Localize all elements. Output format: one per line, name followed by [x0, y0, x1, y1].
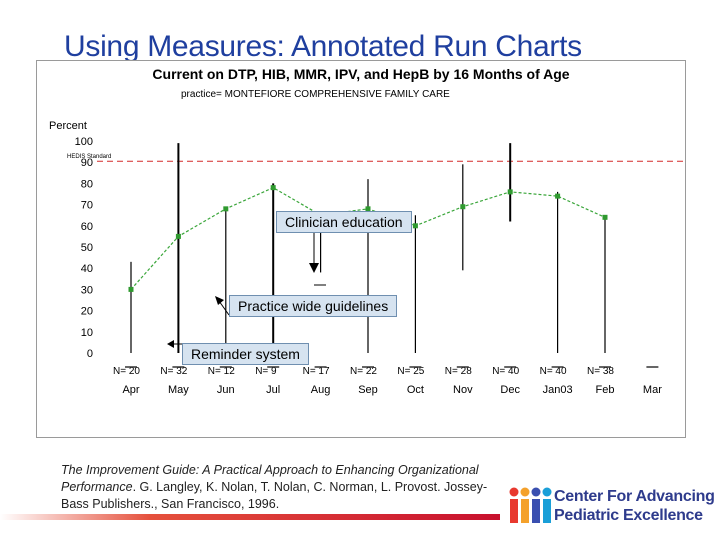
n-label: N= 25: [397, 366, 424, 377]
citation-authors: . G. Langley, K. Nolan, T. Nolan, C. Nor…: [61, 480, 488, 511]
logo-line-1: Center For Advancing: [554, 488, 715, 505]
x-tick-label: Apr: [122, 384, 139, 396]
chart-title: Current on DTP, HIB, MMR, IPV, and HepB …: [152, 66, 569, 82]
n-label: N= 22: [350, 366, 377, 377]
n-label: N= 28: [445, 366, 472, 377]
logo-bar-3: [532, 499, 540, 523]
logo-text: Center For Advancing Pediatric Excellenc…: [554, 487, 715, 525]
data-point: [270, 185, 276, 191]
annotation-practice-guidelines: Practice wide guidelines: [229, 295, 398, 317]
people-icon: [509, 487, 552, 523]
footer-accent-bar: [0, 514, 500, 520]
y-tick-label: 0: [87, 348, 93, 360]
logo-bar-4: [543, 499, 551, 523]
y-tick-label: 60: [81, 221, 93, 233]
reference-line-label: HEDIS Standard: [67, 154, 111, 160]
x-tick-label: Feb: [596, 384, 615, 396]
x-tick-label: Sep: [358, 384, 378, 396]
x-tick-label: Jun: [217, 384, 235, 396]
arrow-clinician-head: [309, 263, 319, 273]
x-tick-label: Nov: [453, 384, 473, 396]
data-point: [602, 214, 608, 220]
y-tick-label: 30: [81, 284, 93, 296]
data-point: [460, 204, 466, 210]
slide-title: Using Measures: Annotated Run Charts: [64, 30, 582, 63]
data-point: [412, 223, 418, 229]
n-label: N= 38: [587, 366, 614, 377]
y-tick-label: 40: [81, 263, 93, 275]
x-tick-label: Jul: [266, 384, 280, 396]
data-point: [365, 206, 371, 212]
arrow-guidelines-line: [218, 300, 230, 316]
cape-logo: Center For Advancing Pediatric Excellenc…: [506, 485, 716, 525]
y-tick-label: 10: [81, 327, 93, 339]
n-label: N= 17: [303, 366, 330, 377]
arrow-reminder-head: [167, 340, 174, 348]
logo-dot-4: [542, 487, 552, 497]
y-tick-label: 80: [81, 178, 93, 190]
chart-svg: Current on DTP, HIB, MMR, IPV, and HepB …: [49, 66, 685, 396]
data-point: [507, 189, 513, 195]
data-point: [175, 233, 181, 239]
y-tick-label: 90: [81, 157, 93, 169]
x-tick-label: Dec: [500, 384, 520, 396]
annotation-clinician-education: Clinician education: [276, 211, 412, 233]
data-point: [555, 193, 561, 199]
annotation-reminder-system: Reminder system: [182, 343, 309, 365]
x-tick-label: Aug: [311, 384, 331, 396]
n-label: N= 32: [160, 366, 187, 377]
data-point: [128, 286, 134, 292]
logo-bar-2: [521, 499, 529, 523]
x-tick-label: May: [168, 384, 189, 396]
logo-line-2: Pediatric Excellence: [554, 507, 703, 524]
n-label: N= 9: [255, 366, 277, 377]
y-tick-label: 100: [75, 136, 93, 148]
n-label: N= 20: [113, 366, 140, 377]
data-point: [223, 206, 229, 212]
citation: The Improvement Guide: A Practical Appro…: [61, 462, 501, 513]
logo-dot-3: [531, 487, 541, 497]
arrow-guidelines-head: [215, 296, 224, 305]
y-tick-label: 50: [81, 242, 93, 254]
y-tick-label: 70: [81, 200, 93, 212]
citation-book: The Improvement Guide: A Practical Appro…: [61, 463, 479, 494]
run-chart: Current on DTP, HIB, MMR, IPV, and HepB …: [36, 60, 686, 438]
x-tick-label: Jan03: [543, 384, 573, 396]
logo-dot-2: [520, 487, 530, 497]
n-label: N= 40: [540, 366, 567, 377]
n-label: N= 40: [492, 366, 519, 377]
n-label: N= 12: [208, 366, 235, 377]
y-axis-label: Percent: [49, 120, 87, 132]
chart-subtitle: practice= MONTEFIORE COMPREHENSIVE FAMIL…: [181, 89, 450, 100]
y-tick-label: 20: [81, 306, 93, 318]
logo-dot-1: [509, 487, 519, 497]
logo-bar-1: [510, 499, 518, 523]
x-tick-label: Mar: [643, 384, 662, 396]
x-tick-label: Oct: [407, 384, 424, 396]
